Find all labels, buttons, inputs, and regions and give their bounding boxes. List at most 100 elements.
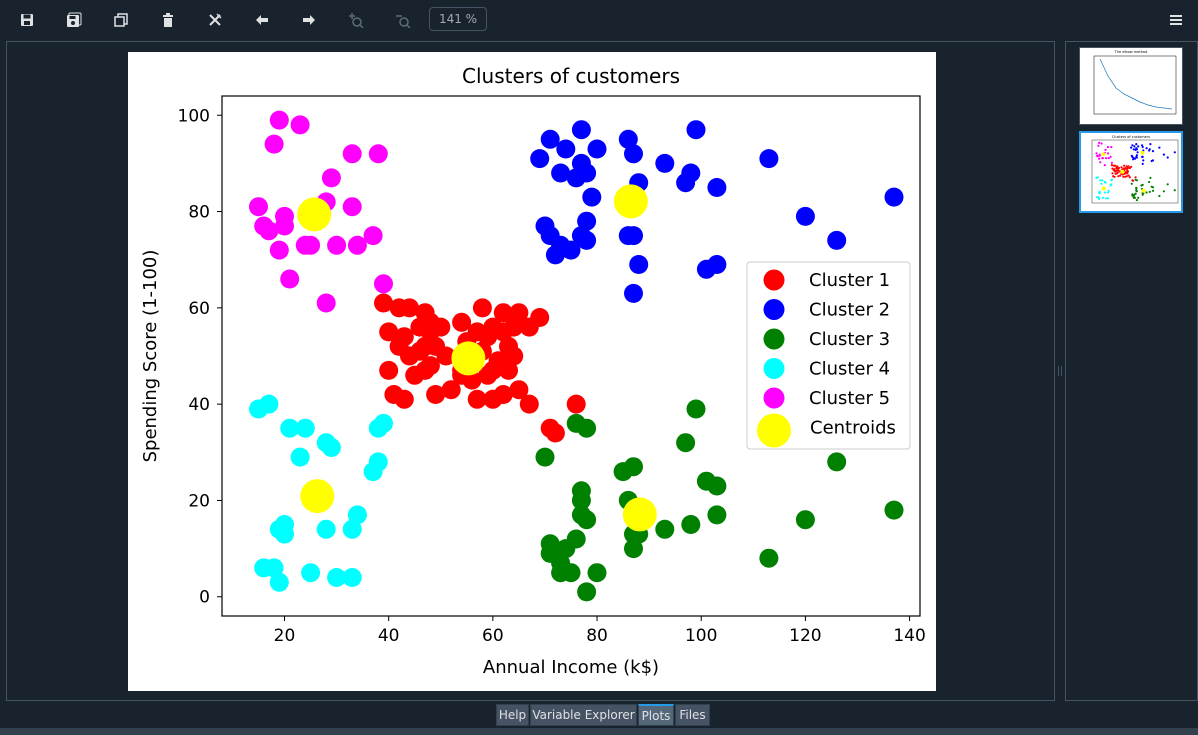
- cluster-2-point: [618, 129, 638, 149]
- thumbnail-point: [1104, 181, 1107, 184]
- thumbnail-point: [1101, 152, 1106, 157]
- tab-plots[interactable]: Plots: [638, 704, 674, 726]
- thumbnail-point: [1106, 145, 1110, 149]
- cluster-3-point: [577, 418, 597, 438]
- thumbnail-point: [1103, 191, 1106, 194]
- options-menu-icon[interactable]: [1164, 8, 1188, 32]
- legend-marker-cluster-5: [763, 387, 785, 409]
- cluster-2-point: [561, 240, 581, 260]
- cluster-1-point: [509, 380, 529, 400]
- thumbnail-point: [1145, 191, 1148, 194]
- cluster-2-point: [577, 211, 597, 231]
- copy-icon[interactable]: [109, 8, 133, 32]
- thumbnail-point: [1118, 170, 1121, 173]
- cluster-5-point: [316, 293, 336, 313]
- cluster-4-point: [347, 505, 367, 525]
- thumbnail-point: [1117, 175, 1120, 178]
- thumbnail-point: [1158, 194, 1161, 198]
- cluster-3-point: [655, 519, 675, 539]
- cluster-4-point: [275, 524, 294, 544]
- cluster-5-point: [342, 197, 362, 217]
- thumbnail-point: [1099, 179, 1102, 182]
- thumbnail-elbow-plot[interactable]: The elbow method: [1079, 47, 1183, 125]
- tab-variable-explorer[interactable]: Variable Explorer: [530, 704, 637, 726]
- cluster-3-point: [795, 510, 815, 530]
- save-all-icon[interactable]: [62, 8, 86, 32]
- tab-help[interactable]: Help: [496, 704, 529, 726]
- legend-marker-cluster-4: [763, 358, 785, 379]
- data-points: [249, 110, 904, 602]
- delete-all-icon[interactable]: [203, 8, 227, 32]
- cluster-1-point: [467, 389, 487, 409]
- legend-label-cluster-4: Cluster 4: [809, 359, 890, 380]
- splitter-handle[interactable]: [1058, 366, 1062, 376]
- legend: Cluster 1 Cluster 2 Cluster 3 Cluster 4 Clus…: [746, 261, 911, 450]
- thumbnail-point: [1141, 162, 1144, 165]
- tab-files[interactable]: Files: [675, 704, 710, 726]
- cluster-4-point: [342, 519, 362, 539]
- thumbnail-point: [1123, 164, 1126, 167]
- thumbnail-point: [1097, 144, 1100, 147]
- y-tick-label: 40: [188, 395, 210, 415]
- cluster-1-point: [566, 394, 586, 414]
- thumbnail-point: [1120, 169, 1125, 174]
- thumbnail-point: [1127, 174, 1130, 177]
- thumbnail-point: [1121, 173, 1124, 176]
- cluster-3-point: [571, 490, 591, 510]
- thumbnail-point: [1101, 196, 1104, 199]
- cluster-5-point: [264, 134, 284, 154]
- cluster-3-point: [624, 539, 643, 559]
- thumbnail-point: [1151, 186, 1155, 189]
- cluster-2-point: [551, 163, 571, 183]
- thumbnail-point: [1098, 157, 1101, 160]
- thumbnail-point: [1135, 143, 1138, 146]
- thumbnail-point: [1151, 189, 1155, 192]
- y-tick-label: 0: [199, 588, 210, 608]
- thumbnail-point: [1113, 175, 1116, 178]
- previous-icon[interactable]: [250, 8, 274, 32]
- thumbnail-point: [1117, 166, 1121, 170]
- thumbnail-point: [1162, 190, 1165, 193]
- cluster-1-point: [493, 385, 513, 404]
- figure-canvas: Clusters of customers 20 40 60 80 100 120 140 0 2…: [128, 52, 936, 691]
- legend-marker-cluster-1: [763, 269, 785, 291]
- cluster-3-point: [561, 563, 581, 583]
- centroids-point: [300, 479, 335, 514]
- thumbnail-point: [1131, 144, 1134, 147]
- y-tick-label: 80: [188, 203, 210, 223]
- y-tick-label: 60: [188, 299, 210, 319]
- cluster-5-point: [342, 144, 362, 164]
- thumbnail-point: [1135, 190, 1138, 193]
- cluster-2-point: [686, 120, 706, 140]
- save-icon[interactable]: [15, 8, 39, 32]
- thumbnail-point: [1105, 157, 1108, 160]
- thumbnail-point: [1135, 187, 1138, 191]
- centroids-point: [297, 197, 332, 232]
- next-icon[interactable]: [297, 8, 321, 32]
- centroids-point: [622, 497, 657, 532]
- cluster-1-point: [452, 312, 472, 332]
- cluster-2-point: [577, 230, 597, 250]
- thumbnail-point: [1116, 171, 1119, 174]
- delete-icon[interactable]: [156, 8, 180, 32]
- thumbnail-point: [1103, 164, 1106, 167]
- thumbnail-point: [1133, 196, 1137, 199]
- cluster-1-point: [519, 394, 539, 414]
- thumbnail-point: [1111, 172, 1114, 175]
- legend-label-centroids: Centroids: [810, 418, 896, 439]
- cluster-3-point: [707, 476, 727, 496]
- cluster-3-point: [535, 447, 555, 467]
- y-axis-label: Spending Score (1-100): [140, 250, 161, 463]
- thumbnail-point: [1151, 150, 1155, 153]
- thumbnail-point: [1104, 148, 1107, 151]
- thumbnail-point: [1173, 151, 1176, 154]
- legend-label-cluster-1: Cluster 1: [809, 270, 890, 291]
- cluster-5-point: [363, 226, 383, 246]
- cluster-2-point: [827, 230, 847, 250]
- zoom-out-icon[interactable]: [391, 8, 415, 32]
- thumbnail-point: [1098, 153, 1101, 156]
- thumbnail-point: [1148, 148, 1151, 151]
- thumbnail-clusters-plot[interactable]: Clusters of customers: [1079, 131, 1183, 213]
- zoom-level[interactable]: 141 %: [429, 7, 487, 31]
- zoom-in-icon[interactable]: [344, 8, 368, 32]
